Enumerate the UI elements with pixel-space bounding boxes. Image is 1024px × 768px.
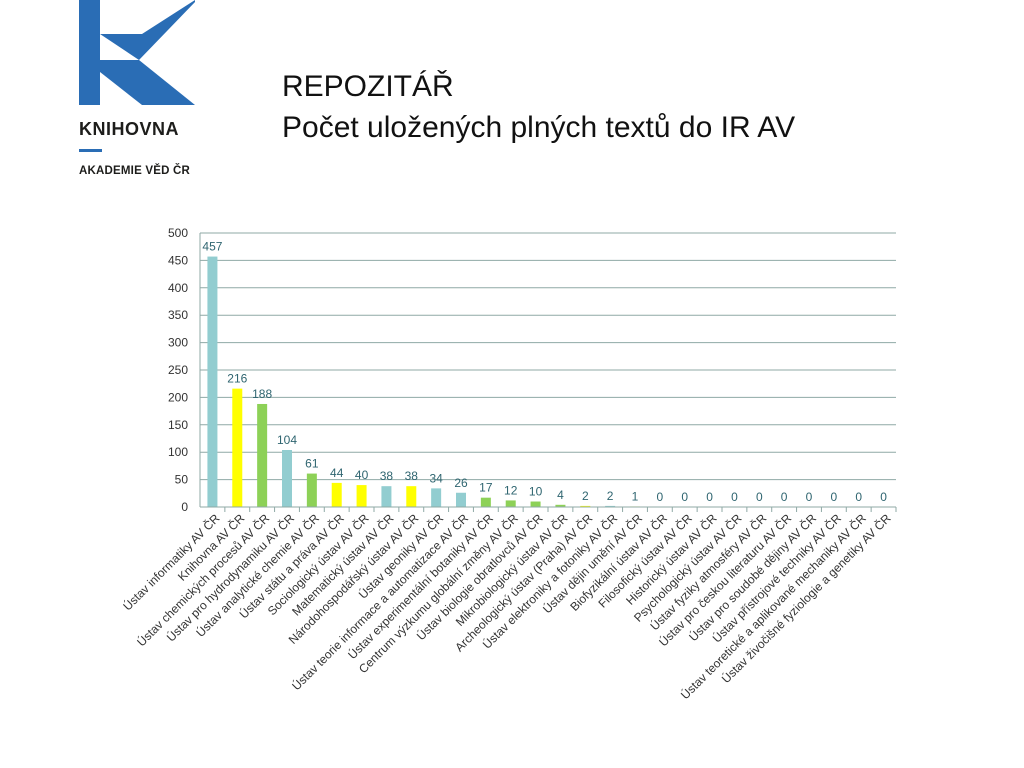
y-tick-label: 350 <box>168 308 188 322</box>
y-tick-label: 50 <box>175 473 189 487</box>
data-label: 0 <box>806 490 813 504</box>
logo-dash <box>79 149 102 152</box>
bar <box>406 486 417 507</box>
y-tick-label: 300 <box>168 336 188 350</box>
bar <box>456 492 466 507</box>
page-title: REPOZITÁŘ <box>282 70 454 103</box>
y-tick-label: 150 <box>168 418 188 432</box>
logo-subword: AKADEMIE VĚD ČR <box>79 165 190 177</box>
logo-k-upper-arm <box>100 0 195 60</box>
data-label: 0 <box>706 490 713 504</box>
bar <box>381 486 392 507</box>
bar <box>605 505 616 507</box>
logo-word: KNIHOVNA <box>79 119 180 139</box>
data-label: 0 <box>880 490 887 504</box>
logo-k-left-stem <box>79 0 100 105</box>
y-tick-label: 450 <box>168 253 188 267</box>
data-label: 44 <box>330 466 344 480</box>
data-label: 38 <box>380 469 394 483</box>
y-tick-label: 200 <box>168 390 188 404</box>
data-label: 188 <box>252 387 272 401</box>
chart-axes <box>199 233 897 512</box>
data-label: 0 <box>781 490 788 504</box>
y-tick-label: 500 <box>168 226 188 240</box>
data-label: 38 <box>405 469 419 483</box>
bar <box>232 388 243 507</box>
data-label: 457 <box>202 240 222 254</box>
y-tick-label: 250 <box>168 363 188 377</box>
bar <box>431 488 442 507</box>
chart-gridlines <box>200 232 896 481</box>
data-label: 0 <box>681 490 688 504</box>
data-label: 0 <box>657 490 664 504</box>
data-label: 2 <box>582 489 589 503</box>
logo-k-mark <box>79 0 195 105</box>
bar <box>207 256 218 507</box>
y-tick-label: 0 <box>181 500 188 514</box>
data-label: 26 <box>454 476 468 490</box>
data-label: 0 <box>831 490 838 504</box>
y-tick-label: 100 <box>168 445 188 459</box>
bar <box>356 485 367 507</box>
chart-bars <box>207 256 640 507</box>
bar <box>505 500 516 507</box>
data-label: 1 <box>632 489 639 503</box>
logo-k-lower-arm <box>100 60 195 105</box>
data-label: 34 <box>429 471 443 485</box>
data-label: 40 <box>355 468 369 482</box>
bar <box>530 501 541 507</box>
data-label: 0 <box>756 490 763 504</box>
data-label: 61 <box>305 457 319 471</box>
data-label: 10 <box>529 485 543 499</box>
y-tick-label: 400 <box>168 281 188 295</box>
data-label: 104 <box>277 433 297 447</box>
data-label: 216 <box>227 372 247 386</box>
data-label: 0 <box>731 490 738 504</box>
bar <box>306 473 317 507</box>
knihovna-logo: KNIHOVNA AKADEMIE VĚD ČR <box>79 0 204 190</box>
data-label: 12 <box>504 483 518 497</box>
data-label: 17 <box>479 481 493 495</box>
bar <box>555 504 566 507</box>
data-label: 0 <box>855 490 862 504</box>
bar <box>580 505 591 507</box>
data-label: 2 <box>607 489 614 503</box>
bar <box>257 403 268 507</box>
bar <box>331 482 342 507</box>
data-label: 4 <box>557 488 564 502</box>
page-subtitle: Počet uložených plných textů do IR AV <box>282 111 796 144</box>
bar <box>282 450 292 507</box>
bar <box>480 497 491 507</box>
